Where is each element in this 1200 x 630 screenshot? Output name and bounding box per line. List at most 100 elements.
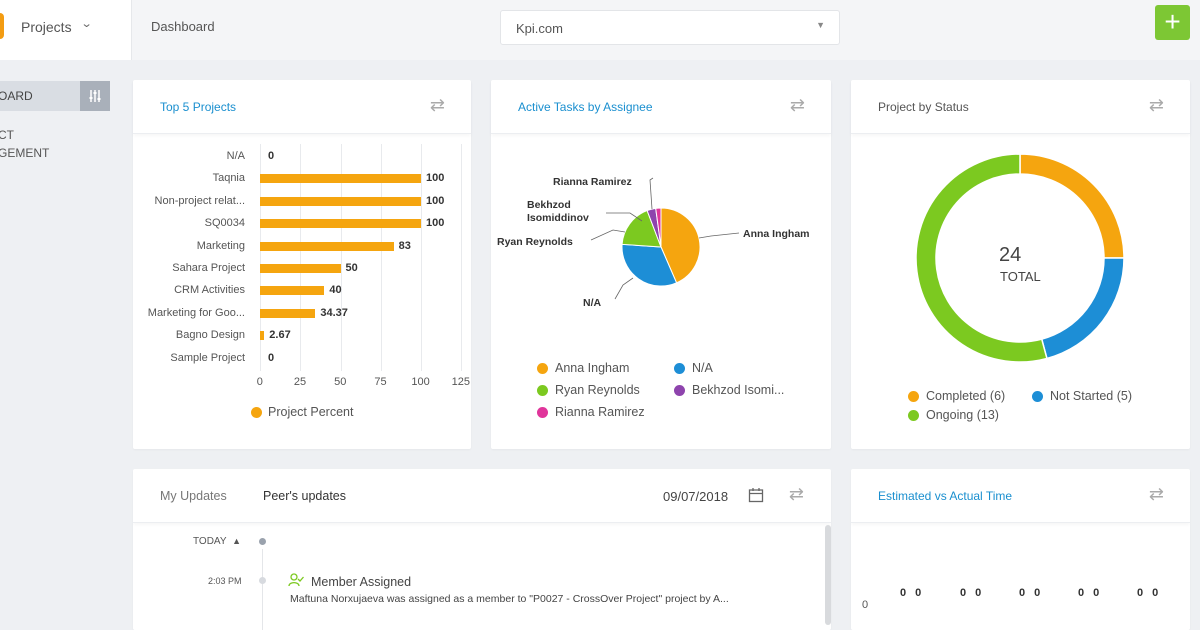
legend-label[interactable]: Not Started (5) [1050,389,1132,403]
scrollbar[interactable] [825,525,831,625]
donut-chart [915,153,1125,363]
project-selector-label: Projects [21,19,72,35]
legend-dot [908,391,919,402]
project-status-card: Project by Status ⇄ 24 TOTAL Completed (… [851,80,1190,449]
legend-dot [537,385,548,396]
grid-line [300,144,302,371]
legend-label[interactable]: N/A [692,361,713,375]
bar[interactable] [260,174,421,184]
grid-line [421,144,422,371]
add-button[interactable]: + [1155,5,1190,40]
timeline-today: TODAY ▲ [193,536,241,547]
pie-label: Anna Ingham [743,228,810,240]
bar[interactable] [260,308,316,318]
sidebar-item-line-2[interactable]: GEMENT [0,146,50,160]
x-tick-label: 100 [411,376,430,388]
pie-leader-line [649,177,654,210]
legend-label[interactable]: Project Percent [268,405,354,419]
legend-label[interactable]: Ryan Reynolds [555,383,640,397]
bar[interactable] [260,219,421,229]
legend-label[interactable]: Bekhzod Isomi... [692,383,785,397]
bar-category-label: SQ0034 [204,217,245,230]
chevron-down-icon: ⌄ [80,18,93,30]
pie-slice[interactable] [621,209,662,248]
grid-line [260,144,261,371]
donut-slice[interactable] [915,153,1048,363]
tab-peer-updates[interactable]: Peer's updates [263,489,346,503]
bar[interactable] [260,286,325,296]
bar-value-label: 100 [426,217,445,230]
bar[interactable] [260,241,394,251]
bar-category-label: Taqnia [212,172,245,185]
legend-label[interactable]: Rianna Ramirez [555,405,645,419]
timeline-line [262,549,263,630]
page-title: Dashboard [151,19,215,34]
timeline-dot [259,538,266,545]
refresh-icon[interactable]: ⇄ [788,484,804,504]
card-title[interactable]: Top 5 Projects [160,100,237,114]
legend-label[interactable]: Ongoing (13) [926,408,999,422]
bar[interactable] [260,331,265,341]
card-title[interactable]: Estimated vs Actual Time [878,489,1013,503]
bar-category-label: Marketing for Goo... [147,306,245,319]
bar-category-label: CRM Activities [174,284,245,297]
bar[interactable] [260,264,341,273]
sidebar-item-label: OARD [0,89,33,103]
site-select[interactable]: Kpi.com ▼ [500,10,840,45]
pie-leader-line [606,212,643,222]
update-text: Maftuna Norxujaeva was assigned as a mem… [290,593,729,605]
updates-card: My Updates Peer's updates 09/07/2018 ⇄ T… [133,469,831,630]
project-selector[interactable]: Projects ⌄ [0,0,132,60]
value-pair: 0 0 [900,587,925,599]
donut-slice[interactable] [1019,153,1125,259]
bar[interactable] [260,196,421,206]
member-assigned-icon [288,573,304,592]
value-pair: 0 0 [1137,587,1162,599]
bar-category-label: N/A [226,150,245,162]
legend-dot [674,363,685,374]
refresh-icon[interactable]: ⇄ [429,95,445,115]
pie-label: Rianna Ramirez [553,176,632,188]
pie-label: Bekhzod [527,199,571,211]
filter-settings-icon[interactable] [80,81,110,111]
bar-category-label: Marketing [196,239,245,252]
value-pair: 0 0 [1019,587,1044,599]
sidebar-item-dashboard[interactable]: OARD [0,81,80,111]
bar-category-label: Non-project relat... [154,194,245,207]
tab-my-updates[interactable]: My Updates [160,489,227,503]
bar-value-label: 0 [268,351,275,364]
bar-value-label: 83 [398,239,411,252]
pie-slice[interactable] [660,207,701,284]
bar-value-label: 0 [268,150,275,162]
grid-line [461,144,463,371]
pie-label: Ryan Reynolds [497,236,573,248]
pie-slice[interactable] [621,243,678,287]
date-filter[interactable]: 09/07/2018 [663,489,729,504]
bar-value-label: 40 [329,284,342,297]
card-title[interactable]: Project by Status [878,100,969,114]
bar-category-label: Sahara Project [172,262,245,274]
card-header: My Updates Peer's updates 09/07/2018 ⇄ [133,469,831,523]
calendar-icon[interactable] [748,487,764,507]
sidebar-item-line-1[interactable]: CT [0,128,14,142]
top-bar: Projects ⌄ Dashboard Kpi.com ▼ + [0,0,1200,60]
chevron-up-icon[interactable]: ▲ [232,536,242,546]
refresh-icon[interactable]: ⇄ [1148,95,1164,115]
bar-value-label: 34.37 [320,306,348,319]
pie-slice[interactable] [655,207,662,248]
bar-category-label: Bagno Design [175,329,245,342]
legend-label[interactable]: Anna Ingham [555,361,630,375]
donut-slice[interactable] [1040,257,1125,360]
pie-label: N/A [583,297,602,309]
card-title[interactable]: Active Tasks by Assignee [518,100,653,114]
donut-total-value: 24 [999,244,1022,266]
bar-value-label: 100 [426,172,445,185]
refresh-icon[interactable]: ⇄ [789,95,805,115]
grid-line [380,144,382,371]
pie-leader-line [590,229,626,241]
legend-dot [908,410,919,421]
x-tick-label: 50 [334,376,347,388]
refresh-icon[interactable]: ⇄ [1148,484,1164,504]
chevron-down-icon: ▼ [816,20,825,30]
legend-label[interactable]: Completed (6) [926,389,1006,403]
